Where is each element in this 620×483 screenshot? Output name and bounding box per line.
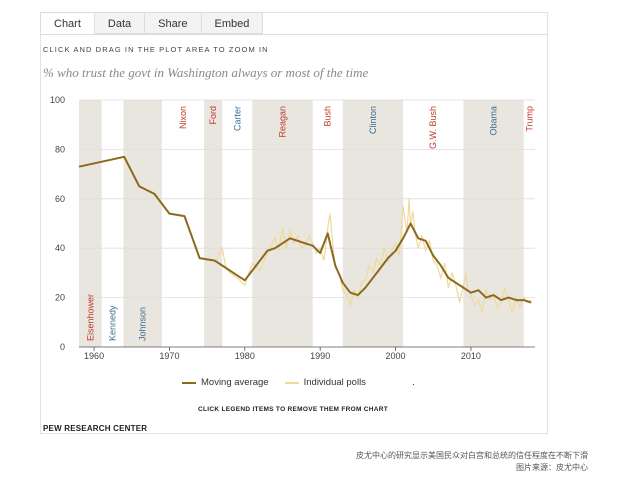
y-tick-label: 40 <box>55 243 65 253</box>
legend-dot: . <box>411 377 415 388</box>
axes: 0 20 40 60 80 100 1960 1970 1980 1990 2000 2010 <box>50 95 535 361</box>
president-band <box>204 100 223 347</box>
chart-title: % who trust the govt in Washington alway… <box>43 65 369 80</box>
y-tick-label: 80 <box>55 144 65 154</box>
individual-polls-swatch <box>284 381 299 384</box>
legend-item-moving-average[interactable]: Moving average <box>182 377 269 388</box>
tab-divider <box>40 34 548 35</box>
zoom-instruction: CLICK AND DRAG IN THE PLOT AREA TO ZOOM … <box>43 45 269 54</box>
x-tick-label: 1970 <box>159 351 179 361</box>
president-label: Carter <box>232 106 242 131</box>
president-label: Johnson <box>138 307 148 341</box>
x-tick-label: 1960 <box>84 351 104 361</box>
legend-item-individual-polls[interactable]: Individual polls <box>284 377 366 388</box>
image-credit: 图片来源：皮尤中心 <box>516 463 588 472</box>
image-caption: 皮尤中心的研究显示美国民众对白宫和总统的信任程度在不断下滑 <box>356 451 588 460</box>
president-label: Reagan <box>278 106 288 138</box>
president-band <box>252 100 313 347</box>
grid-lines <box>79 99 535 299</box>
legend-label: Moving average <box>201 377 269 388</box>
x-tick-label: 1990 <box>310 351 330 361</box>
tab-share[interactable]: Share <box>145 12 202 34</box>
president-label: Trump <box>524 106 534 132</box>
president-label: Ford <box>208 106 218 125</box>
moving-average-swatch <box>182 381 196 384</box>
president-band <box>123 100 162 347</box>
president-band <box>342 100 404 347</box>
series-group <box>78 155 532 315</box>
president-band <box>463 100 524 347</box>
tab-embed[interactable]: Embed <box>201 12 264 34</box>
president-label: Obama <box>489 106 499 136</box>
x-tick-label: 1980 <box>235 351 255 361</box>
y-tick-label: 0 <box>60 342 65 352</box>
president-label: G.W. Bush <box>428 106 438 149</box>
tab-data[interactable]: Data <box>94 12 146 34</box>
president-band <box>79 100 102 347</box>
president-label: Eisenhower <box>85 294 95 341</box>
president-labels: Eisenhower Kennedy Johnson Nixon Ford Carter R… <box>85 106 534 341</box>
tab-chart[interactable]: Chart <box>40 12 95 34</box>
legend: Moving average Individual polls . <box>182 377 415 388</box>
president-label: Nixon <box>178 106 188 129</box>
y-tick-label: 100 <box>50 95 65 105</box>
president-bands <box>79 100 524 347</box>
president-label: Kennedy <box>108 305 118 341</box>
moving-average-line <box>78 155 532 304</box>
legend-label: Individual polls <box>303 377 366 388</box>
president-label: Bush <box>323 106 333 127</box>
y-tick-label: 60 <box>55 194 65 204</box>
source-label: PEW RESEARCH CENTER <box>43 424 148 433</box>
president-label: Clinton <box>368 106 378 134</box>
x-tick-label: 2010 <box>461 351 481 361</box>
tab-bar: Chart Data Share Embed <box>40 12 264 34</box>
x-tick-label: 2000 <box>386 351 406 361</box>
y-tick-label: 20 <box>55 293 65 303</box>
legend-hint: CLICK LEGEND ITEMS TO REMOVE THEM FROM C… <box>198 406 389 413</box>
